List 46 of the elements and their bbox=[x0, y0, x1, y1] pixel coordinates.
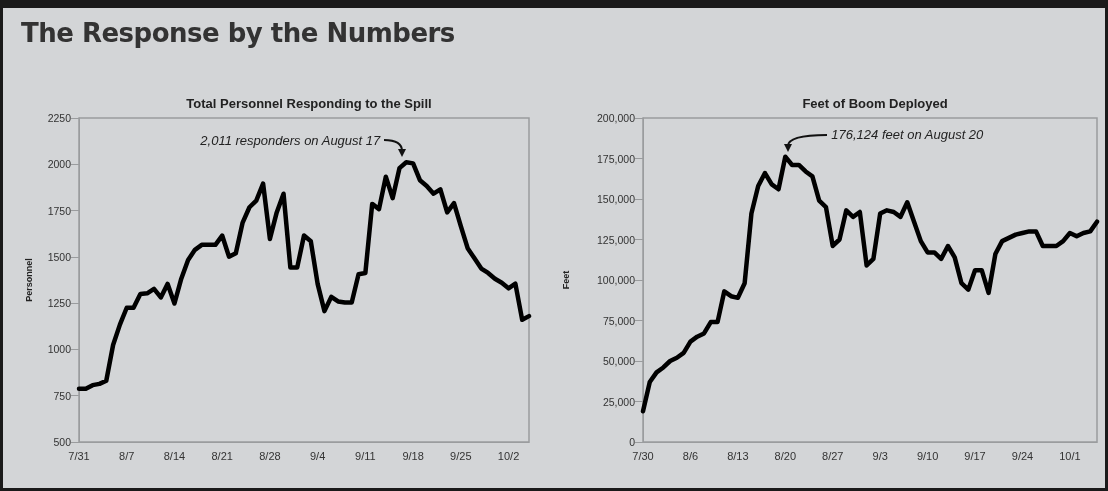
x-tick-label: 9/24 bbox=[1011, 449, 1034, 462]
x-tick-label: 8/27 bbox=[822, 449, 844, 462]
x-tick-label: 8/21 bbox=[211, 449, 233, 462]
y-tick-label: 500 bbox=[53, 436, 72, 448]
y-tick-label: 75,000 bbox=[602, 314, 636, 327]
y-tick-label: 750 bbox=[53, 389, 72, 402]
y-tick-label: 125,000 bbox=[597, 233, 636, 246]
x-tick-label: 9/25 bbox=[450, 449, 472, 462]
x-tick-label: 8/6 bbox=[682, 449, 699, 462]
x-tick-label: 9/4 bbox=[309, 449, 326, 462]
x-tick-label: 9/11 bbox=[355, 449, 376, 462]
x-tick-label: 10/1 bbox=[1059, 449, 1081, 462]
y-tick-label: 175,000 bbox=[597, 152, 636, 165]
chart-title: Total Personnel Responding to the Spill bbox=[186, 96, 432, 111]
y-tick-label: 50,000 bbox=[602, 355, 636, 367]
x-tick-label: 8/14 bbox=[163, 449, 186, 462]
x-tick-label: 9/18 bbox=[402, 449, 424, 462]
y-axis-title: Personnel bbox=[23, 258, 34, 302]
chart-title: Feet of Boom Deployed bbox=[802, 96, 948, 111]
annotation: 2,011 responders on August 17 bbox=[199, 132, 382, 148]
text: The Response by the Numbers bbox=[21, 18, 455, 48]
y-tick-label: 2250 bbox=[47, 112, 72, 124]
y-tick-label: 1250 bbox=[47, 297, 72, 310]
y-tick-label: 150,000 bbox=[597, 193, 636, 205]
x-tick-label: 7/31 bbox=[68, 449, 90, 462]
x-tick-label: 10/2 bbox=[497, 449, 520, 462]
y-tick-label: 25,000 bbox=[602, 395, 636, 408]
line-series bbox=[76, 160, 532, 391]
y-tick-label: 1500 bbox=[47, 250, 72, 263]
y-tick-label: 1750 bbox=[47, 204, 72, 217]
x-tick-label: 8/20 bbox=[774, 449, 797, 462]
x-tick-label: 9/17 bbox=[964, 449, 986, 462]
y-tick-label: 100,000 bbox=[597, 274, 636, 286]
x-tick-label: 7/30 bbox=[632, 449, 654, 462]
x-tick-label: 8/28 bbox=[259, 449, 281, 462]
y-tick-label: 0 bbox=[629, 436, 636, 448]
y-tick-label: 2000 bbox=[47, 158, 72, 171]
y-axis-title: Feet bbox=[560, 270, 571, 290]
annotation: 176,124 feet on August 20 bbox=[831, 127, 985, 143]
y-tick-label: 200,000 bbox=[597, 112, 636, 124]
y-tick-label: 1000 bbox=[47, 343, 72, 356]
x-tick-label: 9/3 bbox=[872, 449, 888, 462]
x-tick-label: 9/10 bbox=[916, 449, 939, 462]
x-tick-label: 8/13 bbox=[727, 449, 749, 462]
line-series bbox=[640, 154, 1100, 414]
x-tick-label: 8/7 bbox=[119, 449, 135, 462]
